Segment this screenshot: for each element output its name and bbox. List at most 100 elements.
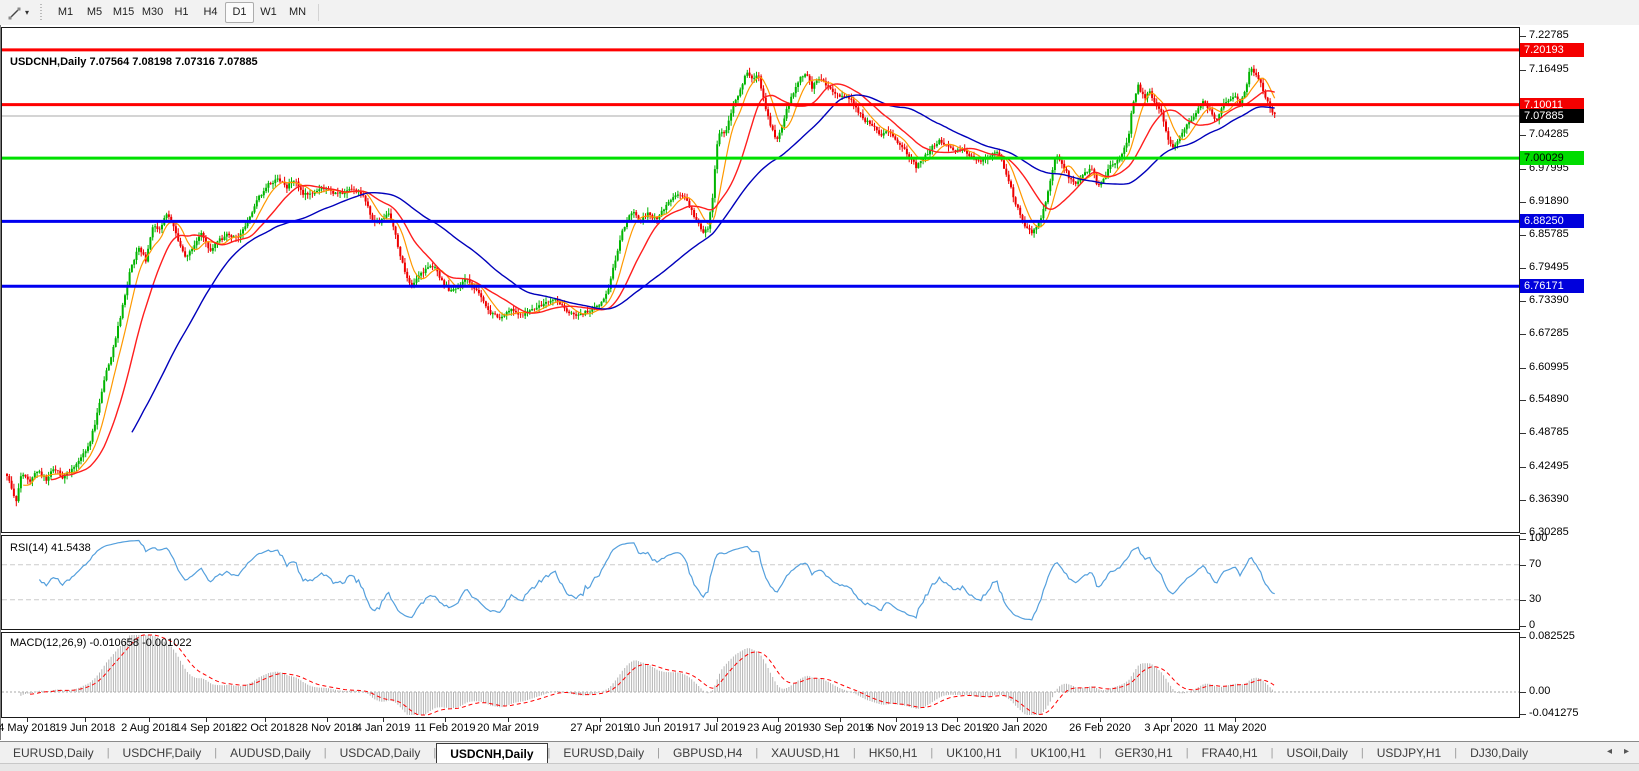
date-tick-mark — [85, 718, 86, 722]
timeframe-button-m30[interactable]: M30 — [141, 6, 164, 18]
price-chart-panel[interactable] — [1, 27, 1520, 533]
tab-eurusd-daily[interactable]: EURUSD,Daily — [13, 746, 94, 760]
tab-usdcnh-daily[interactable]: USDCNH,Daily — [436, 742, 548, 765]
price-line-badge: 7.10011 — [1520, 97, 1584, 112]
tab-scroll-left-icon[interactable]: ◂ — [1606, 746, 1612, 757]
tab-separator: | — [214, 747, 218, 759]
rsi-panel[interactable] — [1, 535, 1520, 630]
timeframe-button-mn[interactable]: MN — [288, 6, 307, 18]
date-tick-mark — [658, 718, 659, 722]
date-tick-mark — [383, 718, 384, 722]
date-tick-mark — [896, 718, 897, 722]
price-tick-mark — [1520, 301, 1526, 303]
date-label: 2 Aug 2018 — [121, 722, 177, 734]
price-tick-label: 6.60995 — [1529, 360, 1569, 373]
tab-usdjpy-h1[interactable]: USDJPY,H1 — [1376, 746, 1442, 760]
tab-dj30-daily[interactable]: DJ30,Daily — [1470, 746, 1529, 760]
date-label: 28 Nov 2018 — [295, 722, 359, 734]
moving-average-8 — [23, 76, 1276, 486]
price-tick-mark — [1520, 499, 1526, 501]
tab-hk50-h1[interactable]: HK50,H1 — [868, 746, 918, 760]
timeframe-button-group: M1 M5 M15 M30 H1 H4 D1 W1 MN — [51, 2, 312, 23]
timeframe-button-h1[interactable]: H1 — [174, 6, 189, 18]
price-tick-mark — [1520, 268, 1526, 270]
price-tick-mark — [1520, 69, 1526, 71]
timeframe-button-h4[interactable]: H4 — [203, 6, 218, 18]
date-label: 30 Sep 2019 — [808, 722, 872, 734]
timeframe-button-w1[interactable]: W1 — [260, 6, 277, 18]
date-tick-mark — [1235, 718, 1236, 722]
chart-window: USDCNH,Daily 7.07564 7.08198 7.07316 7.0… — [0, 25, 1639, 740]
price-tick-mark — [1520, 400, 1526, 402]
rsi-line — [38, 539, 1275, 621]
tab-audusd-daily[interactable]: AUDUSD,Daily — [230, 746, 311, 760]
price-tick-label: 6.85785 — [1529, 227, 1569, 240]
date-label: 20 Mar 2019 — [477, 722, 539, 734]
macd-signal-line — [30, 634, 1275, 716]
timeframe-button-m5[interactable]: M5 — [86, 6, 103, 18]
date-label: 14 Sep 2018 — [174, 722, 238, 734]
macd-tick-label: -0.041275 — [1529, 707, 1579, 719]
macd-tick-mark — [1520, 714, 1526, 715]
price-tick-label: 6.48785 — [1529, 426, 1569, 439]
top-toolbar: ▾ M1 M5 M15 M30 H1 H4 D1 W1 MN — [0, 0, 1639, 26]
dropdown-caret-icon[interactable]: ▾ — [25, 8, 30, 17]
price-tick-mark — [1520, 433, 1526, 435]
tab-fra40-h1[interactable]: FRA40,H1 — [1201, 746, 1258, 760]
date-tick-mark — [600, 718, 601, 722]
rsi-name: RSI(14) — [10, 542, 48, 554]
tab-usoil-daily[interactable]: USOil,Daily — [1286, 746, 1348, 760]
date-label: 17 Jul 2019 — [688, 722, 746, 734]
tab-ger30-h1[interactable]: GER30,H1 — [1114, 746, 1173, 760]
rsi-tick-mark — [1520, 626, 1526, 627]
date-tick-mark — [445, 718, 446, 722]
cursor-tool-button[interactable]: ▾ — [4, 4, 32, 22]
tab-scroll-right-icon[interactable]: ▸ — [1623, 746, 1629, 757]
macd-histogram — [20, 635, 1276, 715]
date-label: 19 Jun 2018 — [54, 722, 116, 734]
tab-usdchf-daily[interactable]: USDCHF,Daily — [122, 746, 202, 760]
price-line-badge: 6.76171 — [1520, 279, 1584, 294]
timeframe-button-m15[interactable]: M15 — [112, 6, 135, 18]
price-tick-mark — [1520, 169, 1526, 171]
macd-panel[interactable] — [1, 632, 1520, 718]
price-tick-mark — [1520, 466, 1526, 468]
tab-separator: | — [1270, 747, 1274, 759]
tab-eurusd-daily[interactable]: EURUSD,Daily — [563, 746, 645, 760]
macd-label: MACD(12,26,9) -0.010658 -0.001022 — [10, 637, 192, 649]
price-tick-mark — [1520, 532, 1526, 534]
date-tick-mark — [778, 718, 779, 722]
price-tick-mark — [1520, 135, 1526, 137]
tab-uk100-h1[interactable]: UK100,H1 — [1030, 746, 1086, 760]
macd-canvas[interactable] — [2, 633, 1519, 717]
date-tick-mark — [1100, 718, 1101, 722]
tab-usdcad-daily[interactable]: USDCAD,Daily — [339, 746, 421, 760]
macd-line-value: -0.010658 — [89, 637, 140, 649]
tab-gbpusd-h4[interactable]: GBPUSD,H4 — [672, 746, 743, 760]
price-tick-label: 6.79495 — [1529, 261, 1569, 274]
price-tick-label: 7.16495 — [1529, 62, 1569, 75]
macd-tick-mark — [1520, 692, 1526, 693]
date-label: 11 May 2020 — [1203, 722, 1267, 734]
rsi-tick-label: 100 — [1529, 531, 1548, 544]
date-label: 20 Jan 2020 — [986, 722, 1048, 734]
tab-separator: | — [323, 747, 327, 759]
rsi-tick-label: 70 — [1529, 557, 1542, 570]
rsi-canvas[interactable] — [2, 536, 1519, 629]
timeframe-button-m1[interactable]: M1 — [57, 6, 74, 18]
date-tick-mark — [1017, 718, 1018, 722]
rsi-label: RSI(14) 41.5438 — [10, 542, 91, 554]
price-line-badge: 7.07885 — [1520, 108, 1584, 123]
price-tick-label: 7.22785 — [1529, 28, 1569, 41]
price-tick-mark — [1520, 35, 1526, 37]
tab-separator: | — [547, 747, 551, 759]
tab-xauusd-h1[interactable]: XAUUSD,H1 — [771, 746, 840, 760]
tab-separator: | — [1454, 747, 1458, 759]
timeframe-button-d1[interactable]: D1 — [225, 2, 255, 23]
date-label: 11 Feb 2019 — [414, 722, 476, 734]
date-label: 22 Oct 2018 — [235, 722, 295, 734]
date-label: 4 Jan 2019 — [355, 722, 411, 734]
tab-uk100-h1[interactable]: UK100,H1 — [946, 746, 1002, 760]
price-chart-canvas[interactable] — [2, 28, 1519, 532]
date-tick-mark — [508, 718, 509, 722]
